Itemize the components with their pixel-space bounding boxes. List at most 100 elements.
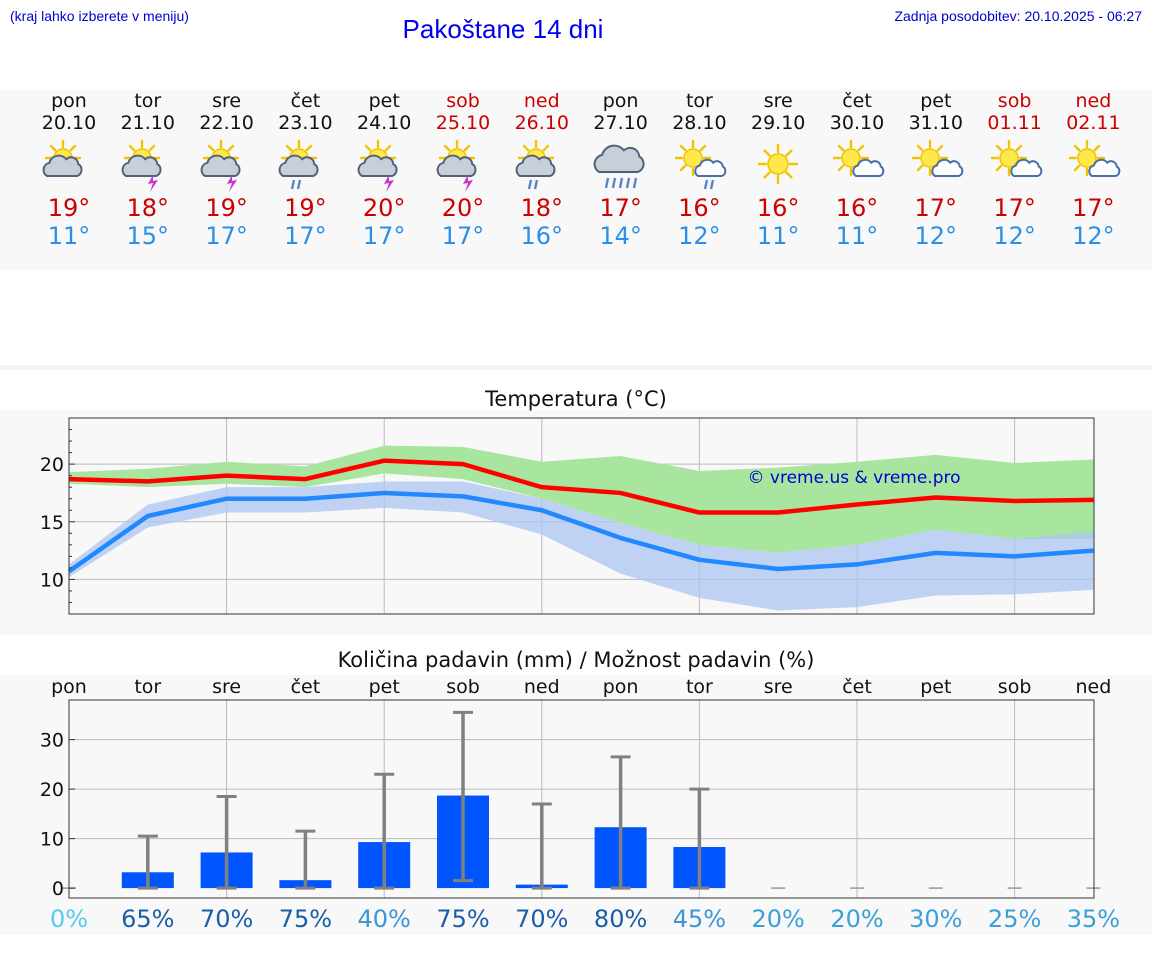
page-title: Pakoštane 14 dni [402,14,604,44]
cloud-shape [931,158,964,177]
lightning-bolt [384,175,395,192]
min-range-band [69,481,1094,611]
day-date: 26.10 [514,112,569,134]
sun-disc [998,148,1019,168]
temp-max: 17° [914,194,958,222]
category-label: sre [764,676,793,698]
watermark: © vreme.us & vreme.pro [747,468,960,488]
forecast-day: ned 26.10 18° 16° [502,90,582,250]
y-tick-label: 30 [40,730,64,752]
day-name: sob [997,90,1032,112]
temp-min: 12° [678,222,721,250]
lightning-bolt [147,175,158,192]
precip-probability: 70% [200,905,253,933]
last-update: Zadnja posodobitev: 20.10.2025 - 06:27 [894,8,1142,24]
category-label: pet [369,676,400,698]
rain-drop [618,177,623,189]
temp-max: 17° [1072,194,1115,222]
temp-min: 11° [835,222,879,250]
series-max-line [68,458,1094,515]
rain-sun-icon [279,139,319,190]
y-tick-label: 0 [52,878,64,900]
precip-probability: 40% [358,905,411,933]
cloud-shape [357,154,398,177]
category-label: sob [998,676,1032,698]
partly-cloudy-icon [42,139,83,177]
temp-max: 17° [599,194,642,222]
error-bar [689,787,710,890]
sun-disc [767,153,789,175]
daily-forecast-band [0,90,1152,270]
forecast-day: pet 31.10 17° 12° [896,90,976,250]
day-date: 31.10 [908,112,963,134]
error-bar [453,710,473,883]
sun-ray [542,144,550,152]
temperature-chart-title: Temperatura (°C) [485,387,667,411]
sun-ray [1015,144,1022,152]
day-name: sre [763,90,793,112]
temp-min: 14° [599,222,642,250]
temp-max: 19° [205,194,248,222]
sun-ray [857,144,865,152]
forecast-day: sre 29.10 16° 11° [738,90,818,250]
y-tick-label: 20 [40,779,64,801]
precip-probability: 75% [279,905,332,933]
day-date: 28.10 [672,112,727,134]
forecast-day: sob 01.11 17° 12° [975,90,1055,250]
rain-sun-icon [515,139,556,190]
day-name: pet [368,90,400,112]
series-min-line [67,490,1094,574]
sun-ray [763,149,771,157]
category-label: tor [134,676,161,698]
lightning-bolt [226,175,237,192]
forecast-day: čet 23.10 19° 17° [265,90,345,250]
sun-ray [443,144,451,152]
day-name: ned [1075,90,1112,112]
precip-probability: 45% [673,905,726,933]
cloud-shape [121,154,162,177]
plot-frame [68,417,1095,615]
error-bar [374,772,395,890]
location-hint-link[interactable]: (kraj lahko izberete v meniju) [10,8,189,24]
temp-max: 19° [47,194,91,222]
forecast-day: sob 25.10 20° 17° [423,90,503,250]
precip-probability: 0% [50,905,88,933]
temp-min: 11° [47,222,91,250]
thunderstorm-sun-icon [436,139,477,192]
day-date: 21.10 [120,112,175,134]
category-label: čet [842,676,872,698]
y-tick-label: 10 [40,829,64,851]
category-label: čet [291,676,321,698]
sun-ray [763,171,771,179]
cloud-shape [515,154,556,177]
sun-ray [384,144,392,152]
forecast-day: čet 30.10 16° 11° [817,90,897,250]
sun-ray [785,149,793,157]
temp-min: 12° [993,222,1036,250]
temp-min: 17° [362,222,406,250]
day-name: čet [842,90,872,112]
rain-drop [710,179,715,190]
precip-probability: 65% [121,905,174,933]
y-tick-label: 20 [40,454,64,476]
sun-small-cloud-icon [911,139,964,177]
forecast-day: tor 28.10 16° 12° [659,90,739,250]
error-bar [216,795,237,890]
day-date: 20.10 [41,112,97,134]
rain-sun-small-icon [675,139,727,190]
precipitation-chart-title: Količina padavin (mm) / Možnost padavin … [337,648,815,672]
category-label: tor [686,676,713,698]
sun-ray [680,144,687,152]
sun-disc [920,148,940,168]
cloud-shape [200,154,241,177]
temp-min: 12° [914,222,958,250]
cloud-shape [436,154,477,177]
category-label: pet [920,676,951,698]
rain-drop [604,177,609,189]
category-label: pon [51,676,87,698]
section-divider [0,365,1152,370]
rain-drop [527,179,532,190]
lightning-bolt [463,175,473,192]
sun-ray [1074,144,1081,152]
day-date: 25.10 [435,112,491,134]
